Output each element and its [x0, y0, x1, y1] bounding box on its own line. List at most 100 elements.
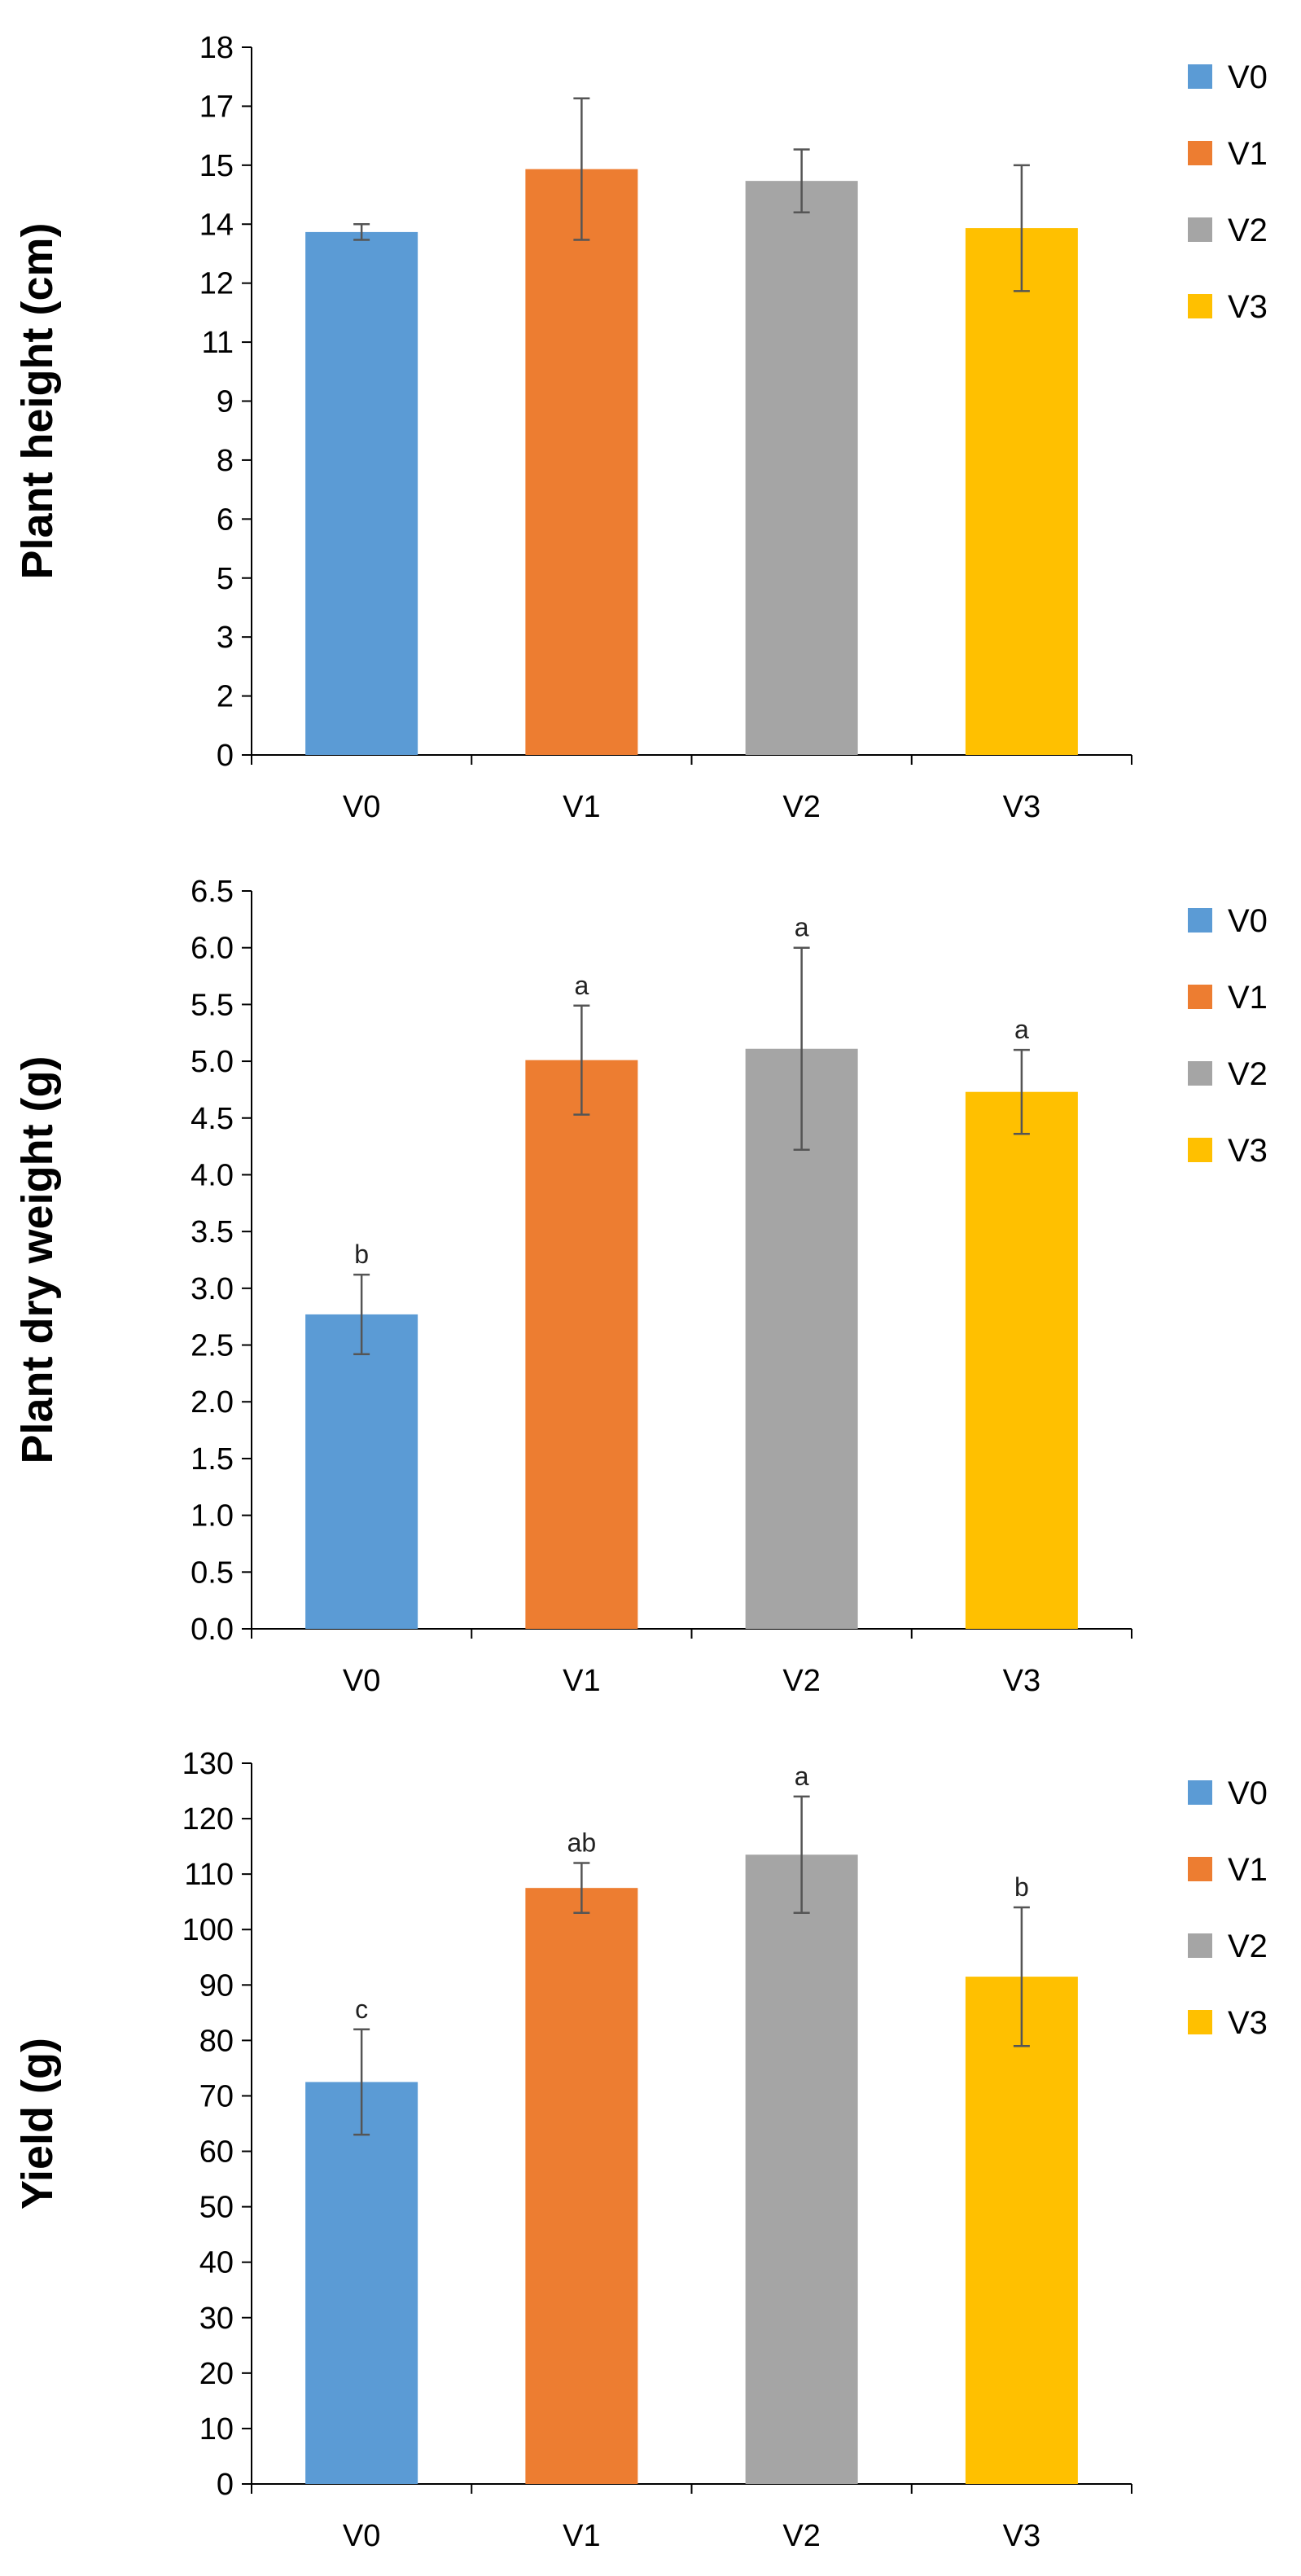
chart3-legend-swatch-v1 — [1188, 1857, 1212, 1881]
chart1-y-tick-label: 18 — [199, 31, 234, 65]
chart1-x-tick-label: V2 — [782, 790, 820, 824]
chart3-y-tick-label: 100 — [182, 1913, 234, 1947]
chart2-y-tick-label: 0.0 — [191, 1613, 234, 1647]
chart1-y-tick-label: 12 — [199, 267, 234, 301]
chart3-x-tick-label: V1 — [563, 2519, 600, 2553]
chart2-bar-v3 — [965, 1091, 1078, 1629]
chart1-bar-v1 — [525, 169, 638, 755]
chart1-x-tick-label: V1 — [563, 790, 600, 824]
chart1-y-tick-label: 14 — [199, 208, 234, 242]
chart2-y-tick-label: 6.0 — [191, 932, 234, 966]
chart3-x-tick-label: V2 — [782, 2519, 820, 2553]
chart3-significance-v1: ab — [567, 1828, 597, 1858]
chart2-legend-label-v0: V0 — [1228, 903, 1268, 939]
chart1-y-axis-title: Plant height (cm) — [13, 222, 62, 579]
chart3-legend-label-v0: V0 — [1228, 1775, 1268, 1811]
chart3-y-tick-label: 40 — [199, 2246, 234, 2280]
chart2-legend-swatch-v1 — [1188, 985, 1212, 1009]
chart2-significance-v1: a — [574, 971, 589, 1000]
chart2-bar-v1 — [525, 1060, 638, 1629]
chart3-legend-swatch-v3 — [1188, 2010, 1212, 2034]
chart2-y-tick-label: 3.5 — [191, 1215, 234, 1249]
chart2-y-tick-label: 1.0 — [191, 1499, 234, 1534]
chart3-y-tick-label: 50 — [199, 2191, 234, 2225]
chart3-x-tick-label: V3 — [1003, 2519, 1040, 2553]
chart3-legend-label-v3: V3 — [1228, 2005, 1268, 2041]
chart3-y-tick-label: 130 — [182, 1747, 234, 1781]
chart3-y-tick-label: 0 — [217, 2468, 234, 2502]
chart1-bar-v2 — [745, 181, 858, 756]
chart2-y-tick-label: 2.5 — [191, 1329, 234, 1363]
chart2-y-tick-label: 4.5 — [191, 1102, 234, 1136]
chart3-legend-swatch-v0 — [1188, 1780, 1212, 1805]
chart2-y-tick-label: 5.5 — [191, 988, 234, 1022]
chart2-legend-label-v3: V3 — [1228, 1133, 1268, 1169]
chart1-bar-v3 — [965, 228, 1078, 756]
chart1-y-tick-label: 8 — [217, 444, 234, 478]
chart2-y-tick-label: 2.0 — [191, 1385, 234, 1420]
chart3-y-axis-title: Yield (g) — [13, 2038, 62, 2210]
chart3-y-tick-label: 20 — [199, 2357, 234, 2391]
chart1-y-tick-label: 11 — [202, 326, 234, 360]
chart1-y-tick-label: 2 — [217, 680, 234, 714]
chart1-bar-v0 — [305, 231, 418, 756]
chart2-legend-label-v2: V2 — [1228, 1056, 1268, 1092]
chart3-y-tick-label: 90 — [199, 1968, 234, 2003]
chart2-legend-swatch-v3 — [1188, 1138, 1212, 1162]
chart2-significance-v0: b — [354, 1240, 369, 1269]
chart2-y-tick-label: 5.0 — [191, 1045, 234, 1079]
chart3-x-tick-label: V0 — [343, 2519, 380, 2553]
chart3-bar-v3 — [965, 1977, 1078, 2484]
chart2-y-tick-label: 0.5 — [191, 1556, 234, 1590]
chart2-y-tick-label: 1.5 — [191, 1442, 234, 1477]
chart2-x-tick-label: V0 — [343, 1664, 380, 1698]
chart1-legend-label-v1: V1 — [1228, 136, 1268, 172]
chart2-significance-v2: a — [795, 913, 809, 942]
chart3-y-tick-label: 120 — [182, 1802, 234, 1837]
chart3-bar-v1 — [525, 1888, 638, 2484]
chart3-bar-v2 — [745, 1854, 858, 2484]
chart3-significance-v0: c — [355, 1995, 368, 2024]
chart1-y-tick-label: 3 — [217, 621, 234, 655]
chart2-bar-v0 — [305, 1314, 418, 1629]
chart2-significance-v3: a — [1014, 1015, 1029, 1044]
chart2-y-tick-label: 6.5 — [191, 875, 234, 909]
chart3-y-tick-label: 80 — [199, 2024, 234, 2058]
chart3-y-tick-label: 60 — [199, 2135, 234, 2170]
chart1-legend-swatch-v2 — [1188, 217, 1212, 242]
chart3-legend-label-v1: V1 — [1228, 1852, 1268, 1888]
chart3-y-tick-label: 70 — [199, 2079, 234, 2113]
chart3-y-tick-label: 110 — [184, 1858, 234, 1892]
chart1-y-tick-label: 5 — [217, 562, 234, 596]
chart1-x-tick-label: V0 — [343, 790, 380, 824]
chart2-x-tick-label: V2 — [782, 1664, 820, 1698]
chart1-x-tick-label: V3 — [1003, 790, 1040, 824]
chart3-significance-v3: b — [1014, 1872, 1029, 1902]
chart2-y-tick-label: 3.0 — [191, 1272, 234, 1306]
chart1-legend-label-v3: V3 — [1228, 289, 1268, 325]
chart1-y-tick-label: 0 — [217, 739, 234, 773]
chart1-y-tick-label: 6 — [217, 502, 234, 537]
chart2-legend-label-v1: V1 — [1228, 980, 1268, 1016]
chart2-x-tick-label: V1 — [563, 1664, 600, 1698]
chart1-legend-label-v2: V2 — [1228, 213, 1268, 248]
chart1-legend-label-v0: V0 — [1228, 59, 1268, 95]
chart1-y-tick-label: 15 — [199, 149, 234, 183]
chart1-y-tick-label: 17 — [199, 90, 234, 124]
chart1-legend-swatch-v1 — [1188, 141, 1212, 165]
chart3-y-tick-label: 10 — [199, 2412, 234, 2447]
chart3-significance-v2: a — [795, 1762, 809, 1791]
chart2-legend-swatch-v2 — [1188, 1061, 1212, 1086]
chart1-legend-swatch-v0 — [1188, 64, 1212, 89]
chart3-bar-v0 — [305, 2082, 418, 2484]
chart2-x-tick-label: V3 — [1003, 1664, 1040, 1698]
chart3-legend-swatch-v2 — [1188, 1933, 1212, 1958]
chart2-y-axis-title: Plant dry weight (g) — [13, 1055, 62, 1464]
chart1-legend-swatch-v3 — [1188, 294, 1212, 318]
chart1-y-tick-label: 9 — [217, 385, 234, 419]
chart3-y-tick-label: 30 — [199, 2302, 234, 2336]
chart2-legend-swatch-v0 — [1188, 908, 1212, 933]
chart3-legend-label-v2: V2 — [1228, 1929, 1268, 1964]
chart2-y-tick-label: 4.0 — [191, 1158, 234, 1192]
